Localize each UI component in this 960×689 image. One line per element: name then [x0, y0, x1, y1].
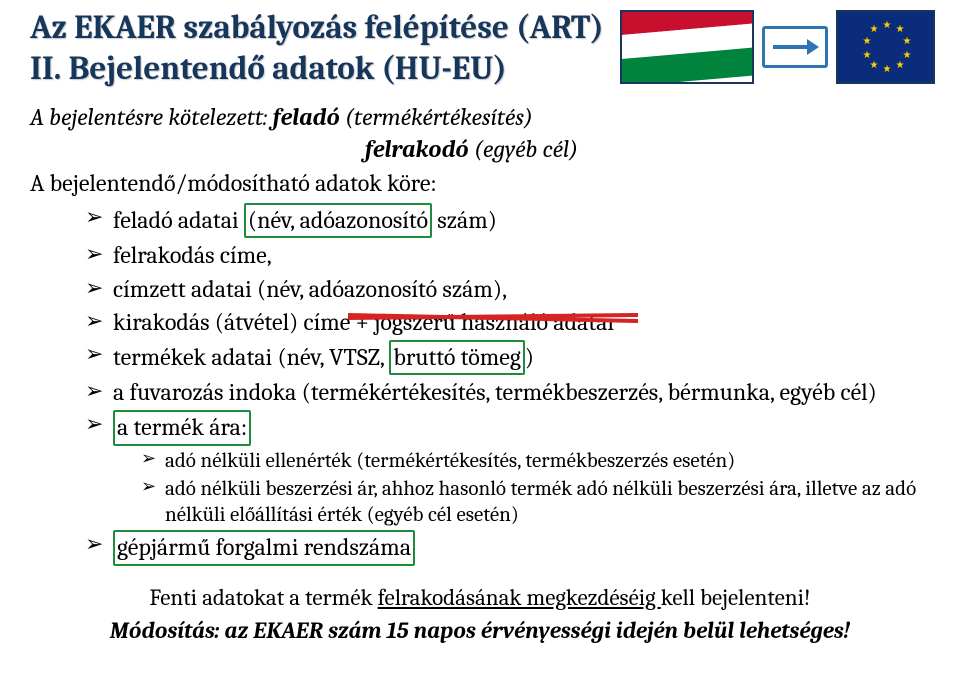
highlight-box: a termék ára: [113, 410, 251, 445]
flag-eu: ★ ★ ★ ★ ★ ★ ★ ★ ★ ★ [836, 10, 935, 84]
arrow-icon [762, 26, 828, 68]
flags-block: ★ ★ ★ ★ ★ ★ ★ ★ ★ ★ [620, 10, 935, 84]
highlight-box: (név, adóazonosító [244, 203, 432, 238]
list-item: kirakodás (átvétel) címe + jogszerű hasz… [85, 307, 930, 338]
list-item: a fuvarozás indoka (termékértékesítés, t… [85, 377, 930, 408]
highlight-box: bruttó tömeg [389, 340, 525, 375]
title-line-1: Az EKAER szabályozás felépítése (ART) [30, 9, 604, 47]
footer-text: Fenti adatokat a termék felrakodásának m… [30, 584, 930, 644]
sub-list: adó nélküli ellenérték (termékértékesíté… [113, 448, 930, 529]
title-line-2: II. Bejelentendő adatok (HU-EU) [30, 50, 507, 88]
list-item: adó nélküli beszerzési ár, ahhoz hasonló… [141, 476, 930, 529]
highlight-box: gépjármű forgalmi rendszáma [113, 530, 415, 565]
list-item: a termék ára: adó nélküli ellenérték (te… [85, 410, 930, 528]
list-item: címzett adatai (név, adóazonosító szám), [85, 274, 930, 305]
struck-text: + jogszerű használó adatai [356, 307, 614, 338]
list-item: termékek adatai (név, VTSZ, bruttó tömeg… [85, 340, 930, 375]
list-item: gépjármű forgalmi rendszáma [85, 530, 930, 565]
list-item: adó nélküli ellenérték (termékértékesíté… [141, 448, 930, 474]
flag-hungary [620, 10, 754, 84]
bullet-list: feladó adatai (név, adóazonosító szám) f… [30, 203, 930, 565]
subheading: A bejelentendő/módosítható adatok köre: [30, 169, 930, 197]
list-item: feladó adatai (név, adóazonosító szám) [85, 203, 930, 238]
intro-text: A bejelentésre kötelezett: feladó (termé… [30, 101, 930, 166]
list-item: felrakodás címe, [85, 240, 930, 271]
